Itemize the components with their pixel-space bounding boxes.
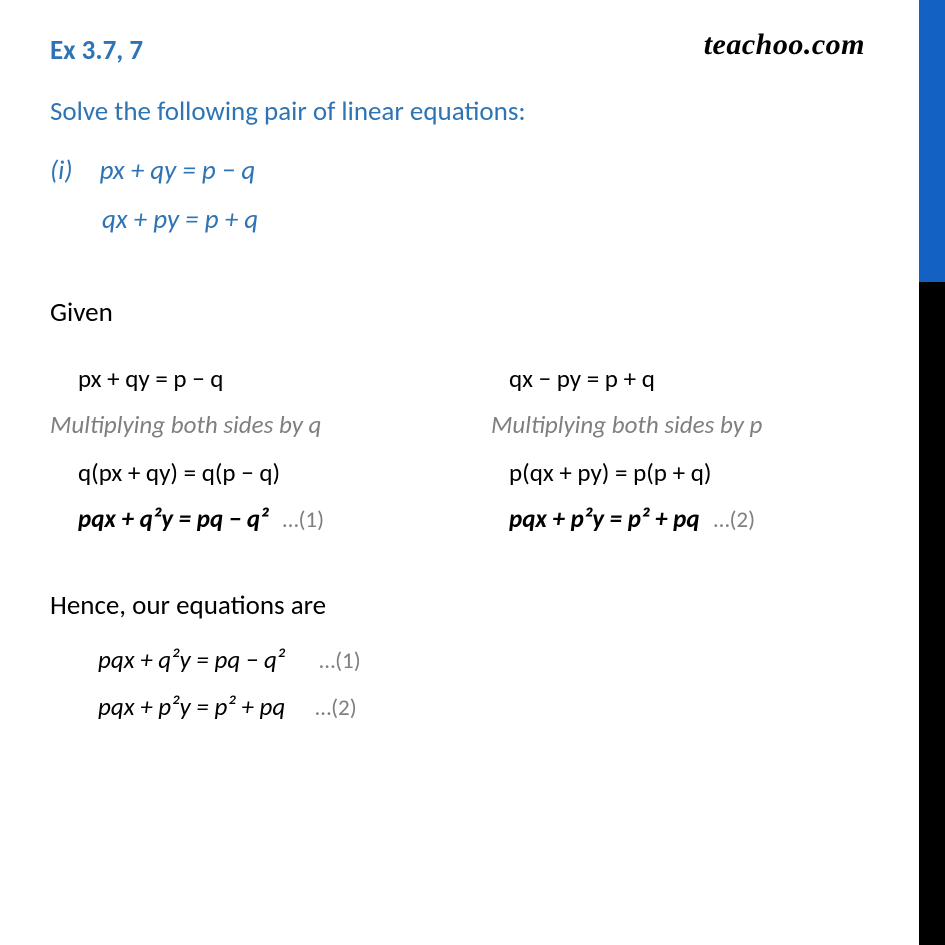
- final-eq-1-row: pqx + q²y = pq − q² …(1): [98, 644, 870, 675]
- brand-logo: teachoo.com: [704, 28, 865, 62]
- final-eq-1: pqx + q²y = pq − q²: [98, 644, 285, 675]
- left-step: q(px + qy) = q(p − q): [78, 453, 455, 493]
- right-note: Multiplying both sides by p: [491, 405, 875, 445]
- given-label: Given: [50, 296, 870, 329]
- two-column-work: px + qy = p − q Multiplying both sides b…: [50, 359, 870, 539]
- left-eq: px + qy = p − q: [78, 359, 455, 399]
- right-result: pqx + p²y = p² + pq: [509, 499, 700, 539]
- math-solution-page: teachoo.com Ex 3.7, 7 Solve the followin…: [0, 0, 910, 945]
- final-eq-2-row: pqx + p²y = p² + pq …(2): [98, 691, 870, 722]
- final-eq-2-tag: …(2): [315, 694, 357, 722]
- left-note: Multiplying both sides by q: [50, 405, 455, 445]
- right-result-row: pqx + p²y = p² + pq …(2): [509, 499, 875, 539]
- part-i-line1: (i) px + qy = p − q: [50, 154, 870, 187]
- hence-label: Hence, our equations are: [50, 589, 870, 622]
- right-accent-blue: [919, 0, 945, 282]
- right-step: p(qx + py) = p(p + q): [509, 453, 875, 493]
- problem-statement: Solve the following pair of linear equat…: [50, 95, 870, 128]
- left-result-row: pqx + q²y = pq − q² …(1): [78, 499, 455, 539]
- part-i-line2: qx + py = p + q: [102, 203, 870, 236]
- left-column: px + qy = p − q Multiplying both sides b…: [50, 359, 455, 539]
- right-eq: qx − py = p + q: [509, 359, 875, 399]
- right-column: qx − py = p + q Multiplying both sides b…: [455, 359, 875, 539]
- right-accent-black: [919, 282, 945, 945]
- left-result: pqx + q²y = pq − q²: [78, 499, 269, 539]
- right-tag: …(2): [714, 506, 756, 534]
- left-tag: …(1): [283, 506, 325, 534]
- final-eq-1-tag: …(1): [319, 647, 361, 675]
- final-eq-2: pqx + p²y = p² + pq: [98, 691, 285, 722]
